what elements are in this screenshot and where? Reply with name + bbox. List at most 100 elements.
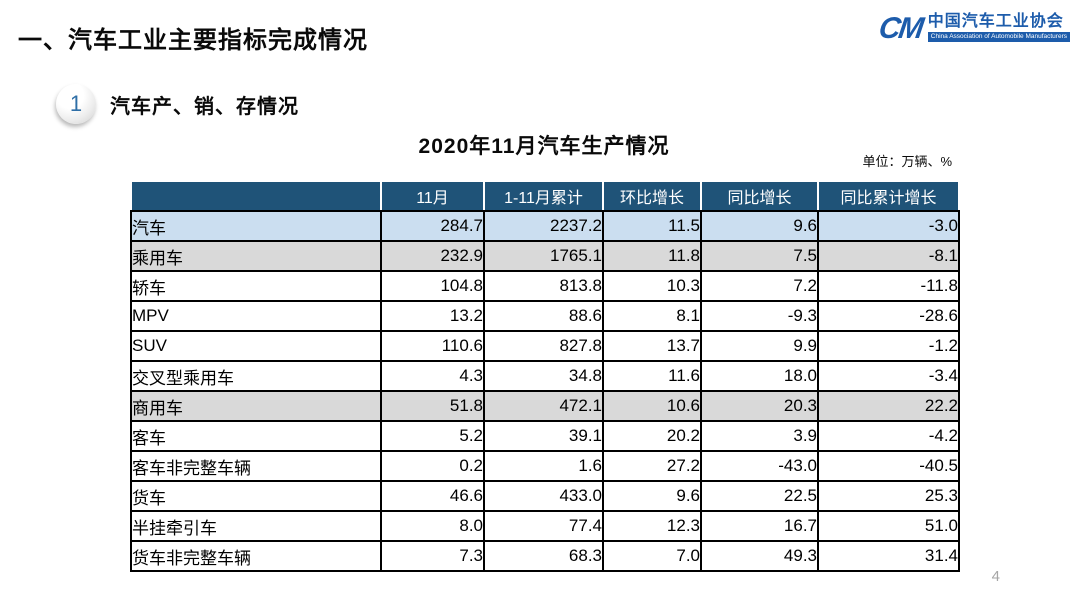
value-cell: 7.5 [700, 240, 819, 272]
value-cell: -8.1 [817, 240, 960, 272]
table-row: 客车 5.2 39.1 20.2 3.9 -4.2 [130, 420, 960, 452]
value-cell: 22.5 [700, 480, 819, 512]
table-row: 交叉型乘用车 4.3 34.8 11.6 18.0 -3.4 [130, 360, 960, 392]
org-logo: CM 中国汽车工业协会 China Association of Automob… [876, 12, 1070, 46]
value-cell: 18.0 [700, 360, 819, 392]
section-number-badge: 1 [56, 84, 96, 124]
value-cell: 104.8 [380, 270, 485, 302]
value-cell: -28.6 [817, 300, 960, 332]
column-header-mom-growth: 环比增长 [602, 180, 702, 212]
value-cell: 34.8 [483, 360, 604, 392]
row-label: 轿车 [130, 270, 382, 302]
value-cell: 9.6 [700, 210, 819, 242]
column-header-label [130, 180, 382, 212]
value-cell: 46.6 [380, 480, 485, 512]
row-label: 商用车 [130, 390, 382, 422]
value-cell: 9.6 [602, 480, 702, 512]
value-cell: 2237.2 [483, 210, 604, 242]
section-header: 1 汽车产、销、存情况 [56, 84, 299, 124]
value-cell: 39.1 [483, 420, 604, 452]
value-cell: 813.8 [483, 270, 604, 302]
value-cell: 0.2 [380, 450, 485, 482]
logo-org-name-en: China Association of Automobile Manufact… [927, 32, 1070, 42]
value-cell: 472.1 [483, 390, 604, 422]
row-label: MPV [130, 300, 382, 332]
row-label: 客车非完整车辆 [130, 450, 382, 482]
value-cell: 7.2 [700, 270, 819, 302]
row-label: 货车 [130, 480, 382, 512]
value-cell: 232.9 [380, 240, 485, 272]
value-cell: 5.2 [380, 420, 485, 452]
table-row: 货车非完整车辆 7.3 68.3 7.0 49.3 31.4 [130, 540, 960, 572]
value-cell: -11.8 [817, 270, 960, 302]
value-cell: 88.6 [483, 300, 604, 332]
column-header-yoy-cumulative-growth: 同比累计增长 [817, 180, 960, 212]
row-label: 交叉型乘用车 [130, 360, 382, 392]
table-body: 汽车 284.7 2237.2 11.5 9.6 -3.0 乘用车 232.9 1765.1 11… [130, 210, 960, 572]
page-number: 4 [991, 568, 1000, 585]
value-cell: 10.3 [602, 270, 702, 302]
value-cell: 51.0 [817, 510, 960, 542]
logo-monogram-icon: CM [876, 12, 925, 45]
column-header-cumulative: 1-11月累计 [483, 180, 604, 212]
column-header-month: 11月 [380, 180, 485, 212]
value-cell: 49.3 [700, 540, 819, 572]
row-label: 半挂牵引车 [130, 510, 382, 542]
value-cell: 433.0 [483, 480, 604, 512]
row-label: SUV [130, 330, 382, 362]
table-title: 2020年11月汽车生产情况 [418, 135, 670, 158]
table-row: SUV 110.6 827.8 13.7 9.9 -1.2 [130, 330, 960, 362]
value-cell: 13.2 [380, 300, 485, 332]
value-cell: 77.4 [483, 510, 604, 542]
value-cell: -3.0 [817, 210, 960, 242]
table-row: 货车 46.6 433.0 9.6 22.5 25.3 [130, 480, 960, 512]
logo-org-name-cn: 中国汽车工业协会 [927, 13, 1064, 30]
value-cell: 1.6 [483, 450, 604, 482]
value-cell: 1765.1 [483, 240, 604, 272]
value-cell: 11.5 [602, 210, 702, 242]
value-cell: 68.3 [483, 540, 604, 572]
table-row: 半挂牵引车 8.0 77.4 12.3 16.7 51.0 [130, 510, 960, 542]
section-heading: 汽车产、销、存情况 [110, 95, 299, 118]
table-row: MPV 13.2 88.6 8.1 -9.3 -28.6 [130, 300, 960, 332]
value-cell: 110.6 [380, 330, 485, 362]
value-cell: 11.8 [602, 240, 702, 272]
value-cell: 9.9 [700, 330, 819, 362]
value-cell: 8.0 [380, 510, 485, 542]
value-cell: 51.8 [380, 390, 485, 422]
row-label: 汽车 [130, 210, 382, 242]
value-cell: 3.9 [700, 420, 819, 452]
row-label: 乘用车 [130, 240, 382, 272]
value-cell: 827.8 [483, 330, 604, 362]
value-cell: 16.7 [700, 510, 819, 542]
value-cell: 4.3 [380, 360, 485, 392]
value-cell: 8.1 [602, 300, 702, 332]
value-cell: -1.2 [817, 330, 960, 362]
header-row: 11月 1-11月累计 环比增长 同比增长 同比累计增长 [130, 180, 960, 212]
table-row: 轿车 104.8 813.8 10.3 7.2 -11.8 [130, 270, 960, 302]
value-cell: -43.0 [700, 450, 819, 482]
value-cell: 7.3 [380, 540, 485, 572]
page-title: 一、汽车工业主要指标完成情况 [18, 27, 368, 54]
value-cell: -40.5 [817, 450, 960, 482]
table-row: 客车非完整车辆 0.2 1.6 27.2 -43.0 -40.5 [130, 450, 960, 482]
value-cell: -9.3 [700, 300, 819, 332]
table-row: 商用车 51.8 472.1 10.6 20.3 22.2 [130, 390, 960, 422]
value-cell: 25.3 [817, 480, 960, 512]
table-row: 汽车 284.7 2237.2 11.5 9.6 -3.0 [130, 210, 960, 242]
value-cell: 284.7 [380, 210, 485, 242]
value-cell: 12.3 [602, 510, 702, 542]
production-table: 11月 1-11月累计 环比增长 同比增长 同比累计增长 汽车 284.7 2237… [130, 180, 960, 572]
column-header-yoy-growth: 同比增长 [700, 180, 819, 212]
value-cell: 20.2 [602, 420, 702, 452]
table-row: 乘用车 232.9 1765.1 11.8 7.5 -8.1 [130, 240, 960, 272]
unit-note: 单位：万辆、% [862, 154, 952, 169]
value-cell: -4.2 [817, 420, 960, 452]
table-header: 11月 1-11月累计 环比增长 同比增长 同比累计增长 [130, 180, 960, 212]
value-cell: 13.7 [602, 330, 702, 362]
value-cell: 22.2 [817, 390, 960, 422]
value-cell: 27.2 [602, 450, 702, 482]
value-cell: 10.6 [602, 390, 702, 422]
logo-text: 中国汽车工业协会 China Association of Automobile… [927, 12, 1070, 42]
